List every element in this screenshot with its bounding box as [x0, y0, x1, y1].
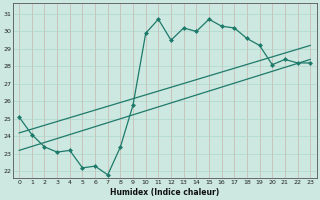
- X-axis label: Humidex (Indice chaleur): Humidex (Indice chaleur): [110, 188, 219, 197]
